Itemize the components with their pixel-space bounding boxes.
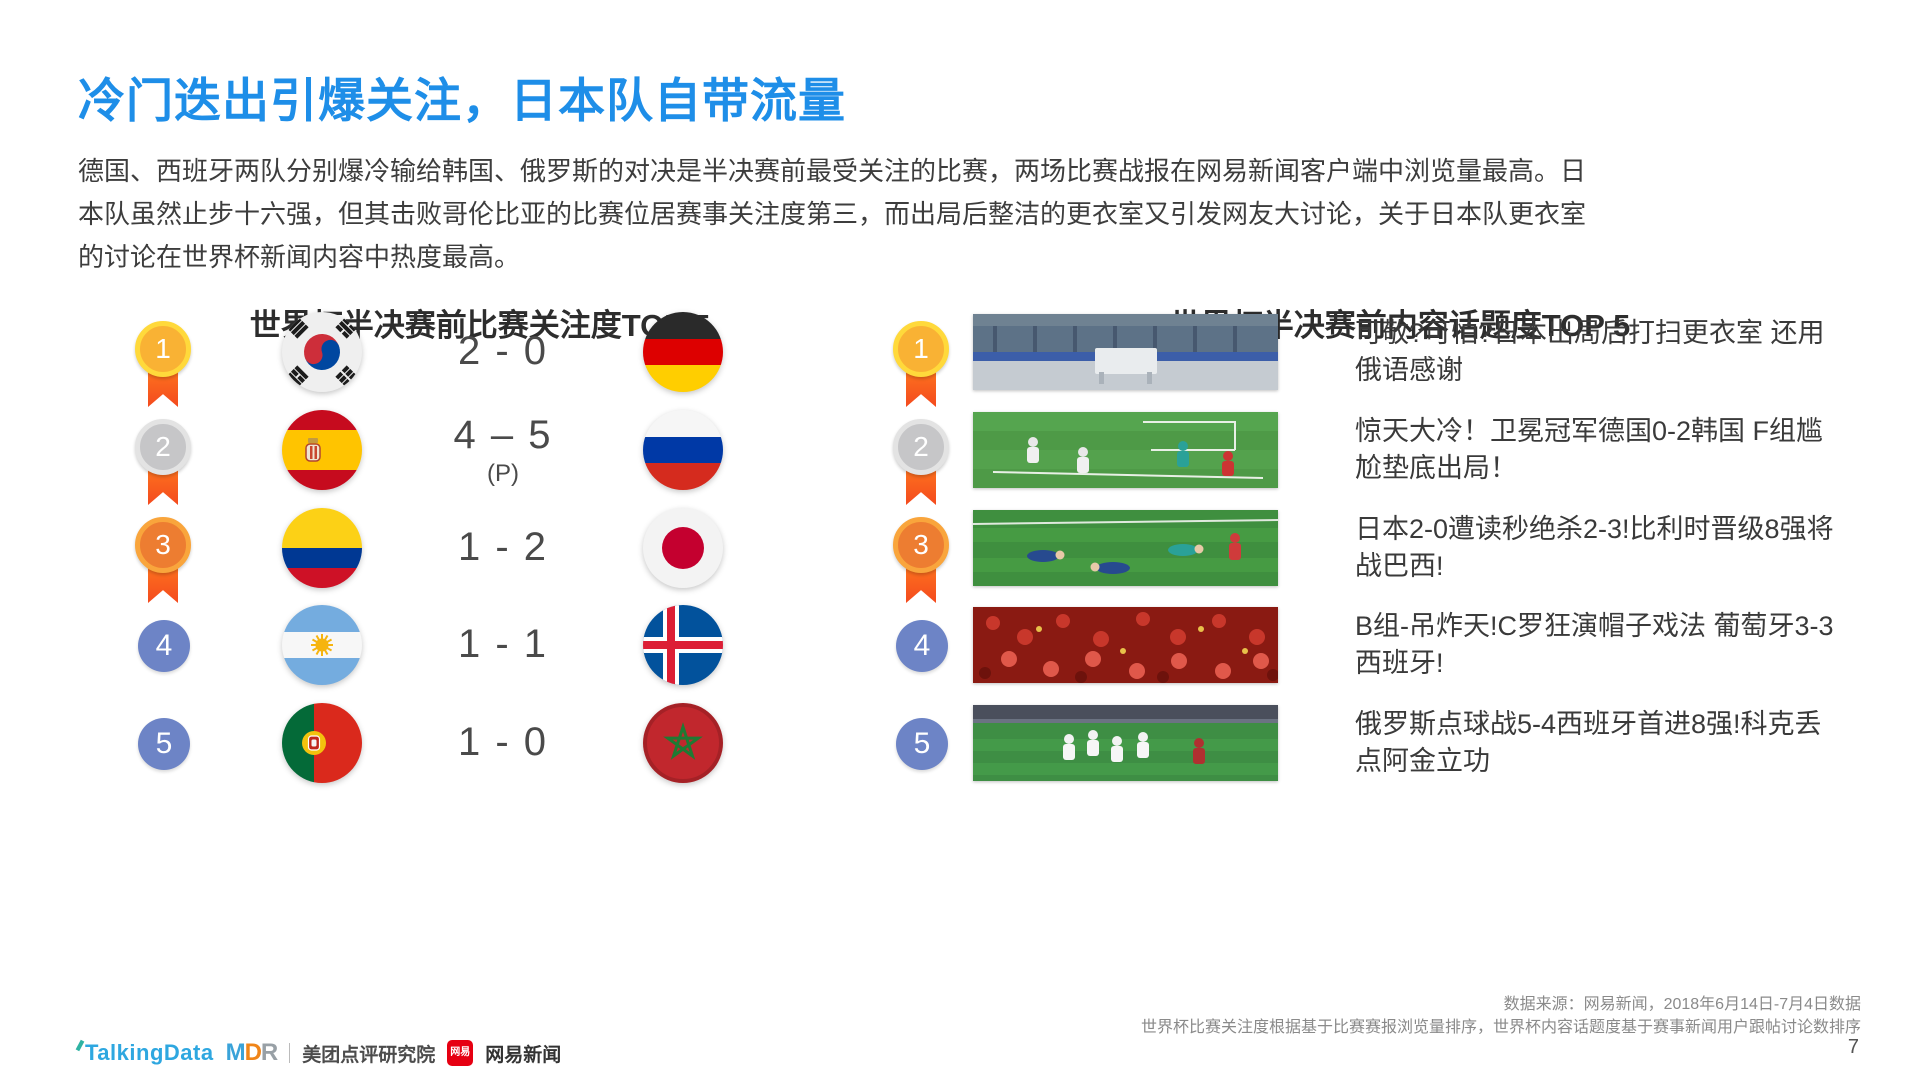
match-row-2: 2 4 – 5 (P) [0, 401, 1921, 505]
match-score: 1 - 0 [457, 719, 549, 764]
mdr-logo: MDR [225, 1039, 279, 1066]
news-row-1: 1 可敬?可怕?日本出局后打扫更衣室 还用俄语感谢 [0, 303, 1921, 407]
rank-number: 5 [913, 727, 931, 760]
match-score: 1 - 2 [457, 524, 549, 569]
page-number: 7 [1847, 1036, 1859, 1058]
rank-1-gold-medal-icon: 1 [893, 321, 949, 411]
portugal-flag-icon [282, 703, 362, 783]
match-score: 4 – 5 (P) [453, 412, 553, 487]
news-headline: 可敬?可怕?日本出局后打扫更衣室 还用俄语感谢 [1355, 318, 1825, 385]
page-title: 冷门迭出引爆关注，日本队自带流量 [78, 74, 846, 127]
rank-number: 2 [913, 431, 929, 462]
match-row-3: 3 1 - 2 [0, 499, 1921, 603]
news-row-5: 5 俄罗斯点球战5-4西班牙首进8强!科克丢点阿金立功 [0, 694, 1921, 792]
rank-2-silver-medal-icon: 2 [893, 419, 949, 509]
germany-flag-icon [643, 312, 723, 392]
data-source-line-1: 数据来源：网易新闻，2018年6月14日-7月4日数据 [1503, 996, 1861, 1013]
morocco-flag-icon [643, 703, 723, 783]
news-row-4: 4 B组-吊炸天!C罗狂演帽子戏法 葡萄牙3-3西班牙! [0, 596, 1921, 694]
meituan-research-label: 美团点评研究院 [302, 1044, 436, 1066]
intro-line-1: 德国、西班牙两队分别爆冷输给韩国、俄罗斯的对决是半决赛前最受关注的比赛，两场比赛… [78, 156, 1587, 186]
rank-number: 1 [913, 333, 929, 364]
rank-4-badge: 4 [138, 620, 190, 672]
talkingdata-logo: TalkingData [75, 1039, 214, 1066]
portugal-spain-fans-photo [973, 607, 1278, 683]
match-score: 1 - 1 [457, 621, 549, 666]
rank-5-badge: 5 [138, 718, 190, 770]
rank-number: 5 [155, 727, 173, 760]
iceland-flag-icon [643, 605, 723, 685]
japan-belgium-match-photo [973, 510, 1278, 586]
rank-number: 4 [155, 629, 173, 662]
netease-news-label: 网易新闻 [485, 1044, 562, 1066]
argentina-flag-icon [282, 605, 362, 685]
rank-1-gold-medal-icon: 1 [135, 321, 191, 411]
rank-4-badge: 4 [896, 620, 948, 672]
logo-divider [289, 1043, 291, 1063]
news-row-3: 3 日本2-0遭读秒绝杀2-3!比利时晋级8强将战巴西! [0, 499, 1921, 603]
japan-flag-icon [643, 508, 723, 588]
news-headline: 俄罗斯点球战5-4西班牙首进8强!科克丢点阿金立功 [1355, 709, 1822, 776]
data-source-line-2: 世界杯比赛关注度根据基于比赛赛报浏览量排序，世界杯内容话题度基于赛事新闻用户跟帖… [1140, 1019, 1861, 1036]
match-row-1: 1 2 - 0 [0, 303, 1921, 407]
colombia-flag-icon [282, 508, 362, 588]
russia-flag-icon [643, 410, 723, 490]
intro-line-3: 的讨论在世界杯新闻内容中热度最高。 [78, 242, 521, 272]
rank-3-bronze-medal-icon: 3 [893, 517, 949, 607]
rank-number: 3 [155, 529, 171, 560]
russia-spain-match-photo [973, 705, 1278, 781]
rank-number: 1 [155, 333, 171, 364]
match-row-4: 4 1 - 1 [0, 596, 1921, 694]
rank-5-badge: 5 [896, 718, 948, 770]
news-headline: 惊天大冷！卫冕冠军德国0-2韩国 F组尴尬垫底出局！ [1355, 416, 1824, 483]
spain-flag-icon [282, 410, 362, 490]
rank-number: 3 [913, 529, 929, 560]
rank-number: 2 [155, 431, 171, 462]
rank-2-silver-medal-icon: 2 [135, 419, 191, 509]
germany-korea-match-photo [973, 412, 1278, 488]
intro-line-2: 本队虽然止步十六强，但其击败哥伦比亚的比赛位居赛事关注度第三，而出局后整洁的更衣… [78, 199, 1587, 229]
japan-locker-room-photo [973, 314, 1278, 390]
match-score: 2 - 0 [457, 328, 549, 373]
match-row-5: 5 1 - 0 [0, 694, 1921, 792]
talkingdata-tick-icon [75, 1039, 85, 1052]
rank-3-bronze-medal-icon: 3 [135, 517, 191, 607]
south-korea-flag-icon [282, 312, 362, 392]
netease-app-icon: 网易 [447, 1040, 474, 1066]
intro-paragraph: 德国、西班牙两队分别爆冷输给韩国、俄罗斯的对决是半决赛前最受关注的比赛，两场比赛… [78, 150, 1868, 279]
footer-logos: TalkingData MDR 美团点评研究院 网易 网易新闻 [75, 1038, 562, 1068]
news-headline: 日本2-0遭读秒绝杀2-3!比利时晋级8强将战巴西! [1355, 514, 1834, 581]
news-headline: B组-吊炸天!C罗狂演帽子戏法 葡萄牙3-3西班牙! [1355, 611, 1834, 678]
rank-number: 4 [913, 629, 931, 662]
news-row-2: 2 惊天大冷！卫冕冠军德国0-2韩国 F组尴尬垫底出局！ [0, 401, 1921, 505]
